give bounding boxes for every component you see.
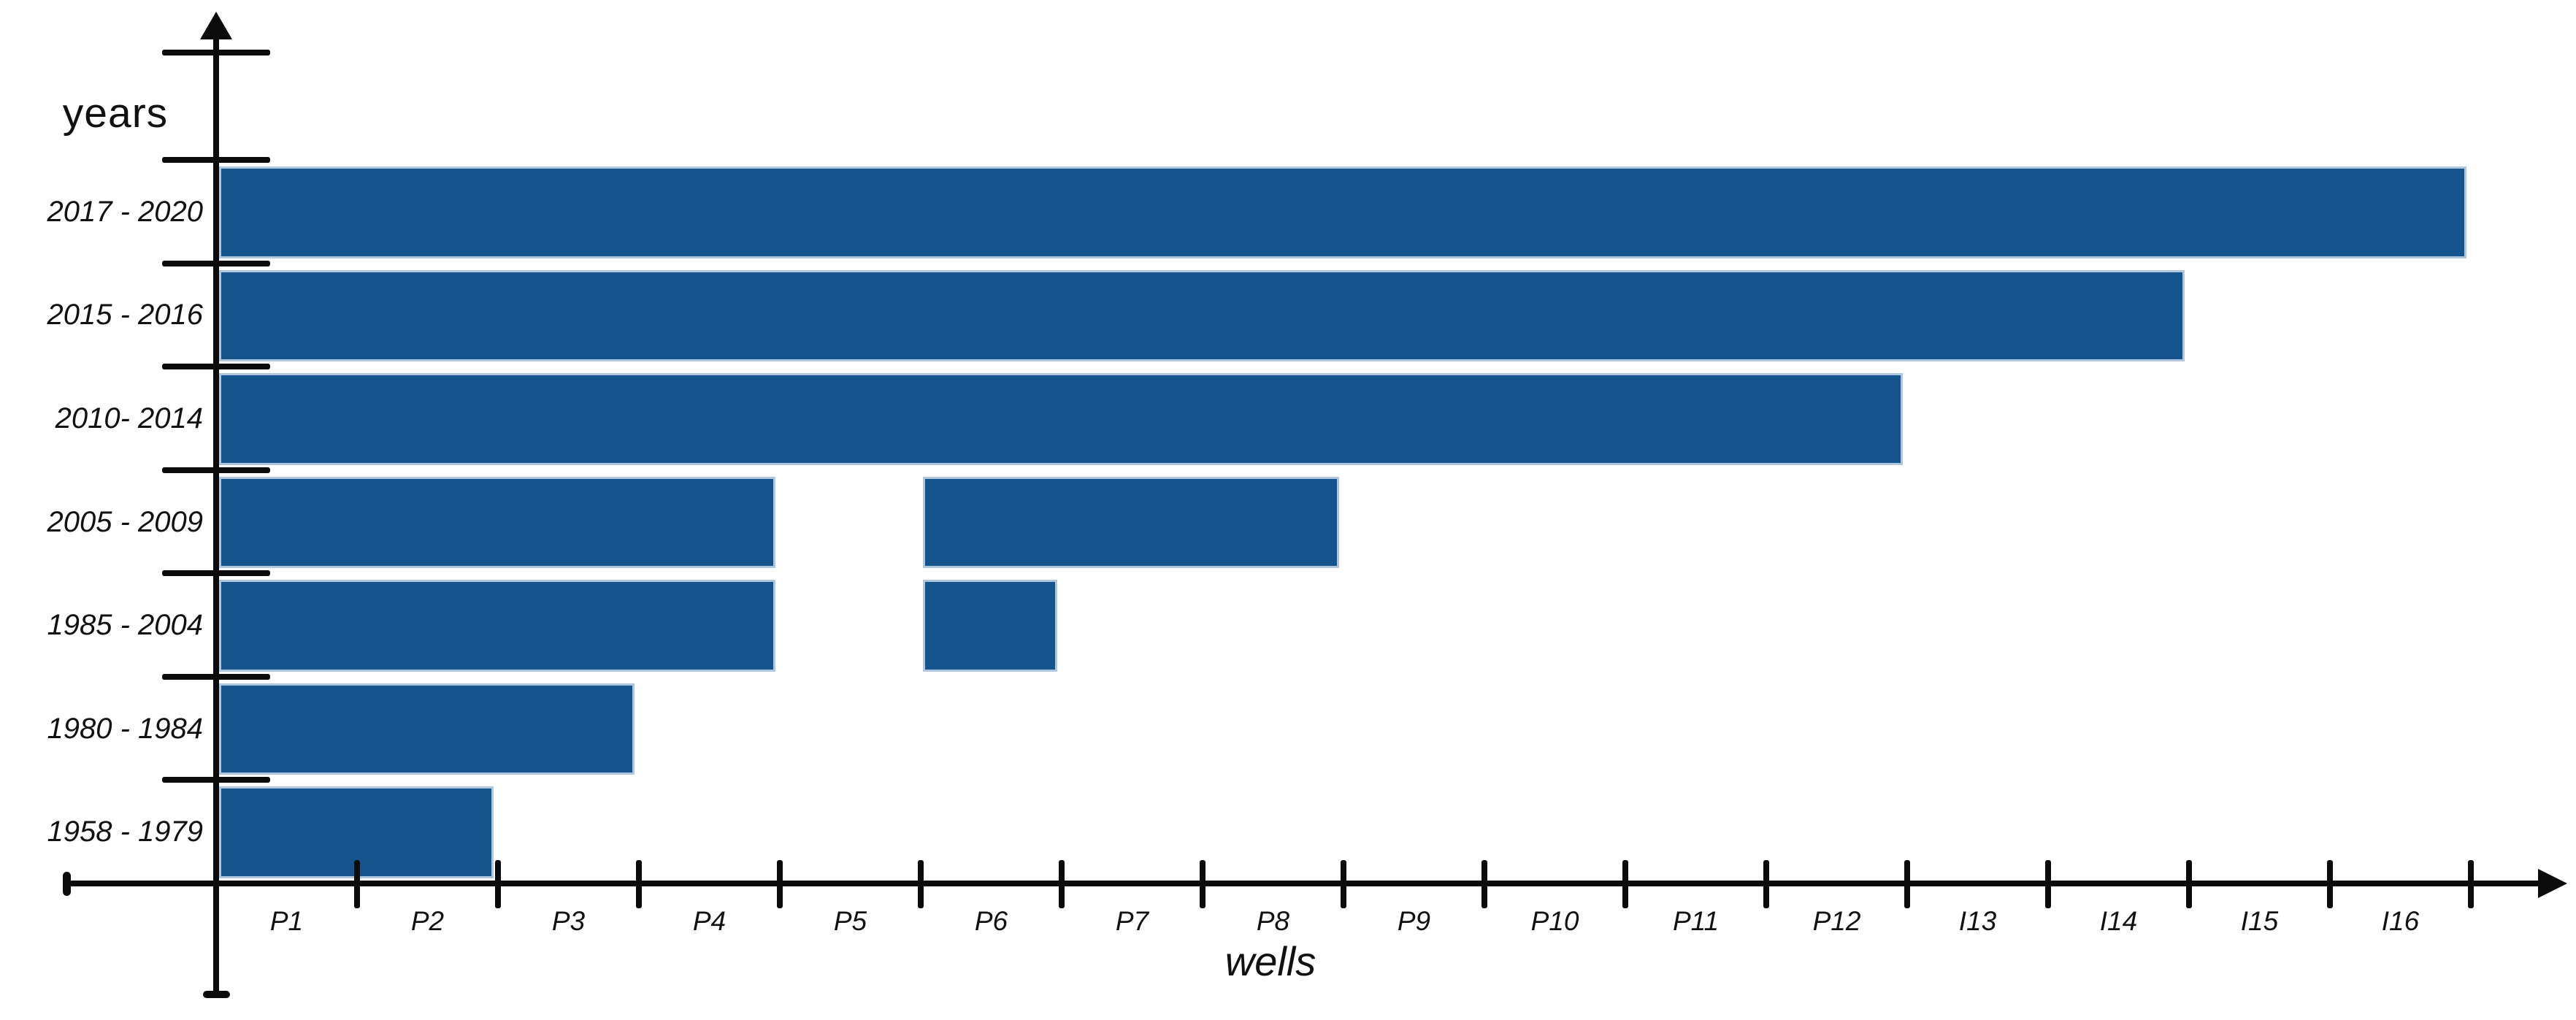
y-axis-arrow-up-icon	[200, 12, 232, 39]
x-axis-tick	[495, 860, 501, 908]
y-axis-bottom-cap	[203, 991, 230, 998]
y-axis-tick	[162, 673, 270, 680]
x-axis-tick	[636, 860, 642, 908]
bar-segment	[923, 476, 1339, 569]
x-tick-label: P11	[1672, 906, 1720, 936]
x-axis-tick	[2327, 860, 2333, 908]
x-axis-tick	[1200, 860, 1205, 908]
x-tick-label: P5	[833, 906, 867, 936]
x-tick-label: P9	[1397, 906, 1431, 936]
y-axis-title: years	[62, 90, 169, 137]
x-axis-tick	[1904, 860, 1910, 908]
bar-segment	[219, 683, 635, 775]
y-axis-tick	[162, 467, 270, 473]
x-tick-label: P12	[1812, 906, 1861, 936]
y-axis-tick	[162, 777, 270, 783]
x-axis-tick	[918, 860, 924, 908]
x-tick-label: I16	[2381, 906, 2420, 936]
x-axis-tick	[2186, 860, 2192, 908]
y-category-label: 2005 - 2009	[47, 505, 203, 538]
x-tick-label: I14	[2099, 906, 2138, 936]
x-axis-tick	[354, 860, 360, 908]
x-axis-tick	[1622, 860, 1628, 908]
x-axis-tick	[777, 860, 783, 908]
y-axis-line	[213, 32, 219, 996]
x-axis-tick	[1341, 860, 1346, 908]
y-category-label: 1980 - 1984	[47, 712, 203, 745]
y-axis-tick	[162, 50, 270, 55]
x-axis-title: wells	[1224, 938, 1316, 984]
bar-segment	[219, 476, 775, 569]
x-tick-label: P10	[1530, 906, 1579, 936]
bar-segment	[219, 580, 775, 672]
x-axis-line	[67, 881, 2542, 886]
x-axis-left-cap	[63, 872, 71, 896]
x-tick-label: P7	[1115, 906, 1149, 936]
bar-segment	[219, 166, 2466, 258]
bar-segment	[219, 786, 494, 878]
x-tick-label: P6	[974, 906, 1008, 936]
x-tick-label: I13	[1958, 906, 1997, 936]
x-tick-label: P2	[410, 906, 445, 936]
x-tick-label: P4	[692, 906, 727, 936]
x-axis-tick	[2045, 860, 2051, 908]
x-axis-tick	[1059, 860, 1065, 908]
x-tick-label: P3	[551, 906, 586, 936]
bar-segment	[219, 373, 1903, 465]
bar-segment	[923, 580, 1057, 672]
x-axis-tick	[1481, 860, 1487, 908]
y-axis-tick	[162, 364, 270, 370]
x-axis-arrow-right-icon	[2538, 869, 2567, 898]
y-category-label: 1958 - 1979	[47, 816, 203, 848]
bar-segment	[219, 269, 2185, 362]
y-axis-tick	[162, 157, 270, 163]
y-axis-tick	[162, 260, 270, 266]
x-tick-label: P1	[269, 906, 304, 936]
x-axis-tick	[2468, 860, 2474, 908]
y-category-label: 1985 - 2004	[47, 609, 203, 642]
y-axis-tick	[162, 570, 270, 577]
y-category-label: 2015 - 2016	[47, 299, 203, 331]
y-category-label: 2017 - 2020	[47, 195, 203, 228]
y-category-label: 2010- 2014	[55, 402, 203, 434]
x-axis-tick	[1763, 860, 1769, 908]
x-tick-label: P8	[1256, 906, 1290, 936]
x-tick-label: I15	[2240, 906, 2279, 936]
